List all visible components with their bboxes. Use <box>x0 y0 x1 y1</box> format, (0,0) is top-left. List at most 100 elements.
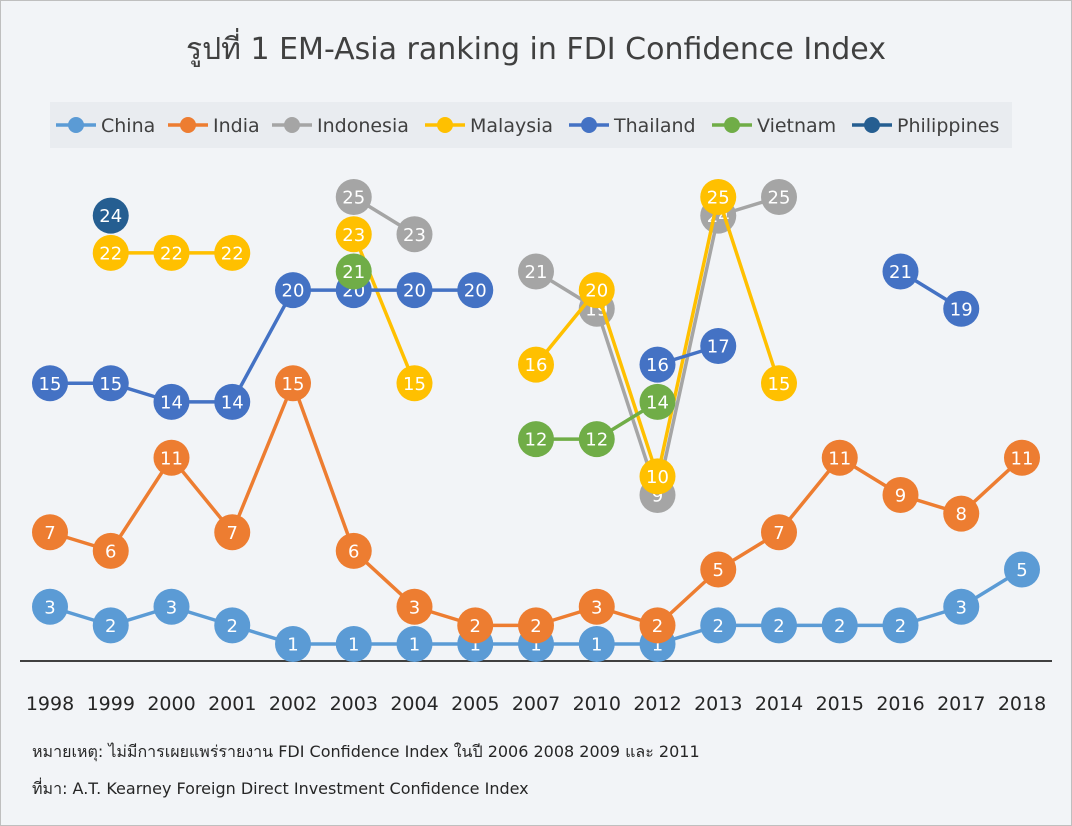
point-thailand-2017 <box>943 290 980 327</box>
legend-label-malaysia: Malaysia <box>470 115 553 137</box>
data-label-vietnam-2010: 12 <box>585 430 608 451</box>
point-china-1998 <box>32 588 68 625</box>
point-malaysia-2007 <box>518 346 554 383</box>
chart-note: หมายเหตุ: ไม่มีการเผยแพร่รายงาน FDI Conf… <box>32 742 700 761</box>
point-india-2018 <box>1004 439 1040 476</box>
x-tick-label-2007: 2007 <box>512 693 560 715</box>
x-tick-label-1998: 1998 <box>26 693 74 715</box>
line-segment-malaysia-2010 <box>595 288 660 479</box>
series-vietnam: 21 12 12 14 <box>335 253 676 458</box>
point-malaysia-2012 <box>639 458 676 495</box>
data-label-india-2005: 2 <box>470 616 481 637</box>
series-malaysia: 22 22 22 23 15 16 20 10 25 15 <box>92 179 797 495</box>
legend-item-indonesia: Indonesia <box>272 115 409 137</box>
data-label-china-2015: 2 <box>834 616 845 637</box>
data-label-india-2007: 2 <box>530 616 541 637</box>
data-label-thailand-2013: 17 <box>707 337 730 358</box>
data-label-china-2001: 2 <box>227 616 238 637</box>
chart-title: รูปที่ 1 EM-Asia ranking in FDI Confiden… <box>186 32 886 67</box>
data-label-malaysia-2003: 23 <box>342 225 365 246</box>
legend-item-philippines: Philippines <box>852 115 999 137</box>
point-malaysia-2000 <box>153 234 190 271</box>
x-tick-label-2004: 2004 <box>390 693 438 715</box>
legend-marker-vietnam <box>724 117 740 133</box>
point-malaysia-2001 <box>214 234 251 271</box>
point-china-2013 <box>700 607 737 644</box>
point-malaysia-2003 <box>335 216 372 253</box>
data-label-india-2002: 15 <box>282 374 305 395</box>
data-label-china-2010: 1 <box>591 635 602 656</box>
point-vietnam-2003 <box>335 253 372 290</box>
data-label-india-2015: 11 <box>828 448 851 469</box>
point-china-1999 <box>92 607 129 644</box>
legend-item-thailand: Thailand <box>569 115 696 137</box>
point-thailand-1999 <box>92 365 129 402</box>
point-thailand-2001 <box>214 383 251 420</box>
point-china-2001 <box>214 607 251 644</box>
series-philippines: 24 <box>92 197 129 234</box>
x-tick-label-2012: 2012 <box>633 693 681 715</box>
data-label-china-2002: 1 <box>287 635 298 656</box>
point-china-2015 <box>821 607 858 644</box>
point-india-1999 <box>92 532 129 569</box>
point-thailand-2005 <box>457 272 494 309</box>
data-label-china-2007: 1 <box>530 635 541 656</box>
data-label-malaysia-2004: 15 <box>403 374 426 395</box>
point-china-2014 <box>761 607 797 644</box>
legend-item-vietnam: Vietnam <box>712 115 836 137</box>
point-thailand-1998 <box>32 365 68 402</box>
data-label-china-2000: 3 <box>166 597 177 618</box>
x-tick-label-2003: 2003 <box>330 693 378 715</box>
legend-label-indonesia: Indonesia <box>317 115 409 137</box>
data-label-thailand-2017: 19 <box>950 299 973 320</box>
data-label-india-2013: 5 <box>713 560 724 581</box>
data-label-vietnam-2007: 12 <box>525 430 548 451</box>
legend-marker-india <box>180 117 196 133</box>
data-label-indonesia-2007: 21 <box>525 262 548 283</box>
point-philippines-1999 <box>92 197 129 234</box>
line-segment-india-2002 <box>291 381 356 553</box>
data-label-china-2016: 2 <box>895 616 906 637</box>
point-indonesia-2014 <box>761 179 797 215</box>
data-label-indonesia-2004: 23 <box>403 225 426 246</box>
legend-marker-malaysia <box>437 117 453 133</box>
point-indonesia-2004 <box>396 216 433 253</box>
data-label-india-2003: 6 <box>348 541 359 562</box>
data-label-thailand-1999: 15 <box>99 374 122 395</box>
data-label-india-2018: 11 <box>1011 448 1034 469</box>
legend-label-philippines: Philippines <box>897 115 999 137</box>
point-india-2005 <box>457 607 494 644</box>
data-label-china-2003: 1 <box>348 635 359 656</box>
point-india-2013 <box>700 551 737 588</box>
legend-box <box>50 102 1012 148</box>
data-label-malaysia-2013: 25 <box>707 188 730 209</box>
point-india-2015 <box>821 439 858 476</box>
point-india-2001 <box>214 514 251 551</box>
x-tick-label-2005: 2005 <box>451 693 499 715</box>
data-label-india-2010: 3 <box>591 597 602 618</box>
data-label-china-2004: 1 <box>409 635 420 656</box>
data-label-philippines-1999: 24 <box>99 206 122 227</box>
point-india-2012 <box>639 607 676 644</box>
point-china-2018 <box>1004 551 1040 588</box>
point-india-2016 <box>882 477 919 513</box>
point-india-2014 <box>761 514 797 551</box>
legend-item-china: China <box>56 115 155 137</box>
data-label-thailand-2016: 21 <box>889 262 912 283</box>
data-label-malaysia-2000: 22 <box>160 243 183 264</box>
line-segment-malaysia-2013 <box>716 195 781 385</box>
legend-marker-thailand <box>581 117 597 133</box>
point-vietnam-2007 <box>518 421 554 458</box>
data-label-india-2001: 7 <box>227 523 238 544</box>
data-label-thailand-2001: 14 <box>221 392 244 413</box>
point-vietnam-2010 <box>578 421 615 458</box>
data-label-thailand-2004: 20 <box>403 281 426 302</box>
point-china-2003 <box>335 626 372 662</box>
point-india-1998 <box>32 514 68 551</box>
point-thailand-2016 <box>882 253 919 290</box>
point-india-2017 <box>943 495 980 532</box>
data-label-vietnam-2003: 21 <box>342 262 365 283</box>
point-malaysia-1999 <box>92 234 129 271</box>
data-label-china-2012: 1 <box>652 635 663 656</box>
